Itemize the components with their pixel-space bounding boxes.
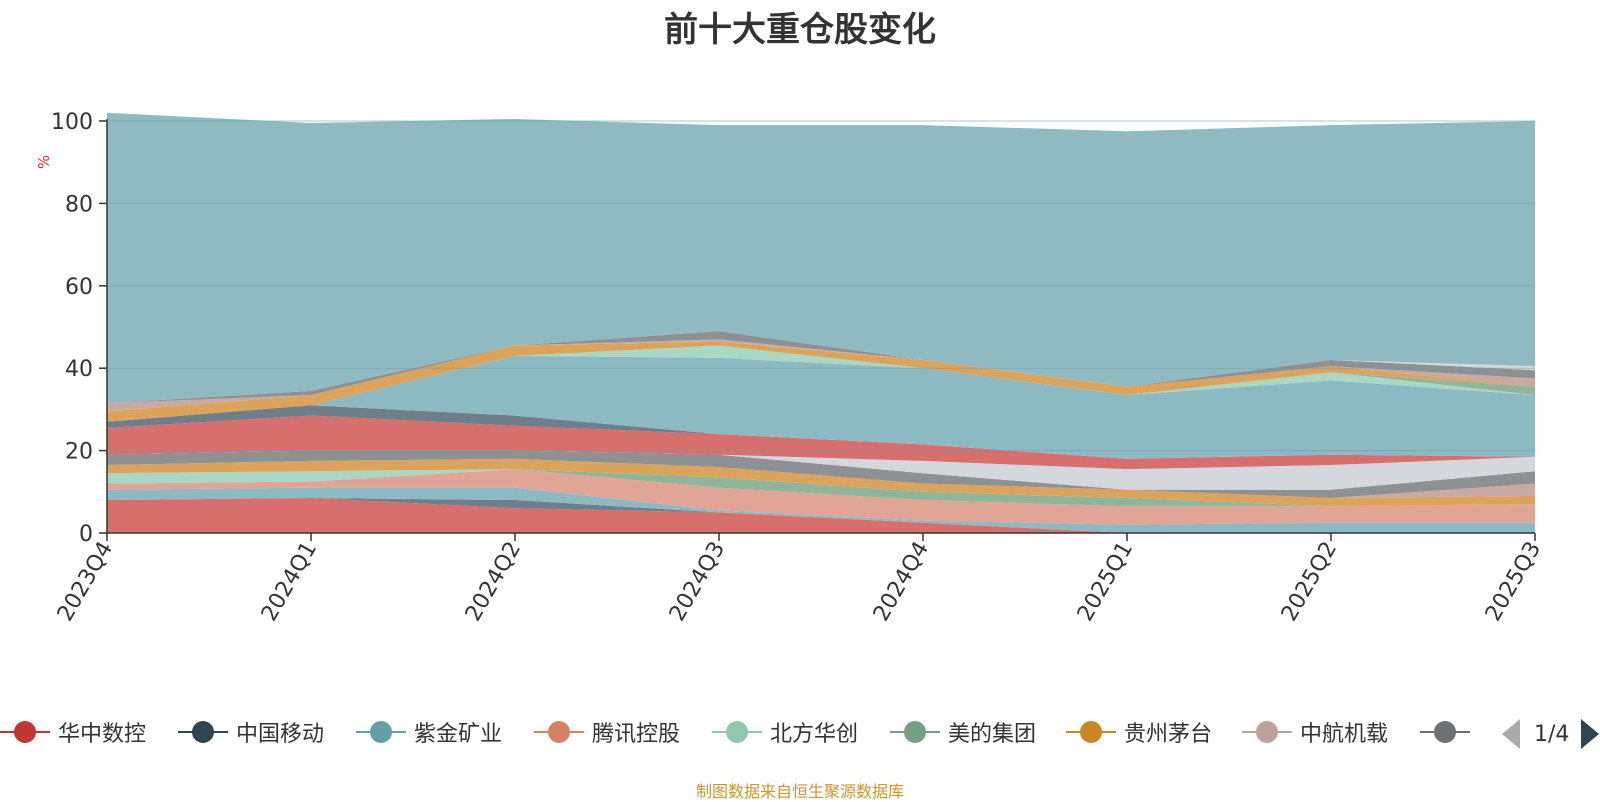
legend-prev-page-icon[interactable] [1502, 719, 1520, 749]
x-tick-label: 2024Q1 [257, 538, 322, 626]
legend-label: 紫金矿业 [414, 722, 503, 747]
legend-marker-icon [356, 712, 406, 752]
legend-label: 中航机载 [1300, 722, 1389, 747]
area-series-3[interactable] [107, 469, 1535, 525]
legend-label: 华中数控 [58, 722, 147, 747]
area-series-12[interactable] [107, 355, 1535, 459]
legend-item[interactable]: 中国移动 [178, 712, 324, 752]
series-areas [107, 112, 1535, 533]
y-tick-label: 100 [51, 110, 93, 135]
legend-item[interactable]: 华中数控 [0, 712, 146, 752]
legend-label: 北方华创 [770, 722, 859, 747]
legend-item[interactable]: 贵州茅台 [1066, 712, 1212, 752]
area-series-17[interactable] [107, 331, 1535, 404]
legend-page-indicator: 1/4 [1534, 721, 1570, 747]
x-tick-label: 2025Q2 [1277, 538, 1342, 626]
area-series-2[interactable] [107, 487, 1535, 533]
legend-item[interactable]: 紫金矿业 [356, 712, 502, 752]
area-series-10[interactable] [107, 415, 1535, 470]
x-tick-label: 2024Q4 [869, 538, 934, 626]
area-series-13[interactable] [107, 345, 1535, 422]
x-tick-label: 2023Q4 [53, 538, 118, 626]
x-tick-label: 2025Q1 [1073, 538, 1138, 626]
legend-label: 中国移动 [236, 722, 325, 747]
source-note: 制图数据来自恒生聚源数据库 [695, 782, 904, 801]
area-series-11[interactable] [107, 405, 1535, 459]
area-series-9[interactable] [107, 450, 1535, 490]
y-tick-label: 80 [65, 192, 93, 217]
legend-marker-icon [1420, 712, 1470, 752]
y-tick-label: 20 [65, 440, 93, 465]
legend-marker-icon [712, 712, 762, 752]
y-tick-label: 60 [65, 275, 93, 300]
area-series-0[interactable] [107, 497, 1535, 533]
legend-item[interactable] [1420, 712, 1478, 752]
y-axis-unit-label: % [35, 155, 53, 169]
area-series-6[interactable] [107, 458, 1535, 507]
legend-pager: 1/4 [1500, 716, 1600, 752]
legend-label: 贵州茅台 [1124, 722, 1213, 747]
legend-marker-icon [0, 712, 50, 752]
area-series-8[interactable] [107, 450, 1535, 498]
area-series-5[interactable] [107, 469, 1535, 507]
stacked-area-chart: 0 20 40 60 80 100 2023Q4 2024Q1 2024Q2 2024Q3 2024… [35, 110, 1546, 626]
x-tick-label: 2024Q2 [461, 538, 526, 626]
legend-item[interactable]: 中航机载 [1242, 712, 1388, 752]
x-tick-label: 2025Q3 [1481, 538, 1546, 626]
legend-item[interactable]: 北方华创 [712, 712, 858, 752]
y-tick-label: 0 [79, 522, 93, 547]
area-series-19[interactable] [107, 112, 1535, 404]
legend-marker-icon [1066, 712, 1116, 752]
legend-item[interactable]: 美的集团 [890, 712, 1036, 752]
legend-next-page-icon[interactable] [1581, 719, 1600, 749]
legend-item[interactable]: 腾讯控股 [534, 712, 680, 752]
grid-lines [107, 120, 1535, 452]
area-series-15[interactable] [107, 341, 1535, 422]
y-tick-label: 40 [65, 357, 93, 382]
x-tick-label: 2024Q3 [665, 538, 730, 626]
chart-title: 前十大重仓股变化 [664, 10, 936, 50]
legend-marker-icon [534, 712, 584, 752]
legend-label: 美的集团 [948, 722, 1037, 747]
legend-marker-icon [1242, 712, 1292, 752]
legend-marker-icon [890, 712, 940, 752]
legend: 华中数控 中国移动 紫金矿业 腾讯控股 北方华创 美的集团 贵州茅台 中航机载 [0, 712, 1488, 752]
area-series-7[interactable] [107, 458, 1535, 498]
legend-label: 腾讯控股 [592, 722, 681, 747]
legend-marker-icon [178, 712, 228, 752]
area-series-4[interactable] [107, 469, 1535, 507]
